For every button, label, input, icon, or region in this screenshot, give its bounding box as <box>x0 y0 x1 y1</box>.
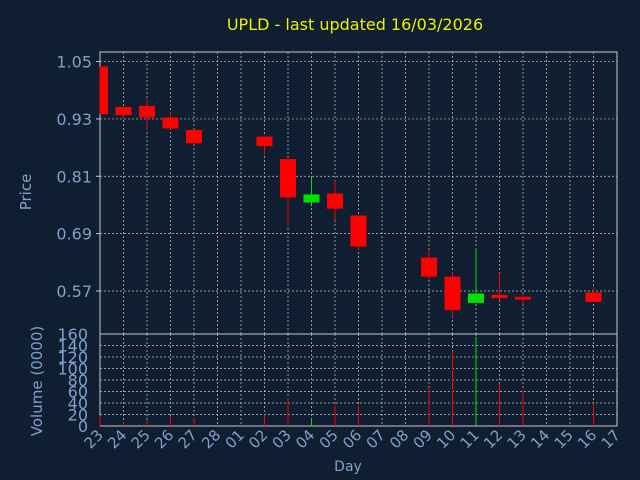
x-tick-label: 03 <box>269 426 295 452</box>
x-axis-label: Day <box>334 459 362 475</box>
candle-body <box>468 293 484 303</box>
volume-tick-label: 140 <box>57 337 88 356</box>
x-tick-label: 06 <box>339 426 365 452</box>
x-tick-label: 28 <box>198 426 224 452</box>
volume-tick-label: 40 <box>68 394 88 413</box>
price-tick-label: 0.81 <box>56 167 92 186</box>
x-tick-label: 26 <box>151 426 177 452</box>
x-tick-label: 10 <box>433 426 459 452</box>
price-tick-label: 0.57 <box>56 282 92 301</box>
x-tick-label: 11 <box>457 426 483 452</box>
x-tick-label: 14 <box>527 426 553 452</box>
candle-body <box>491 294 508 299</box>
volume-tick-label: 120 <box>57 348 88 367</box>
volume-tick-label: 80 <box>68 371 88 390</box>
x-tick-label: 16 <box>574 426 600 452</box>
volume-tick-label: 0 <box>78 417 88 436</box>
volume-tick-label: 20 <box>68 406 88 425</box>
x-tick-label: 25 <box>128 426 154 452</box>
x-tick-label: 12 <box>480 426 506 452</box>
volume-tick-label: 160 <box>57 325 88 344</box>
price-axis-label: Price <box>17 174 35 211</box>
x-tick-label: 24 <box>104 426 130 452</box>
x-tick-label: 17 <box>598 426 624 452</box>
x-tick-label: 13 <box>504 426 530 452</box>
chart-title: UPLD - last updated 16/03/2026 <box>227 15 483 34</box>
candle-body <box>585 292 602 302</box>
volume-tick-label: 60 <box>68 383 88 402</box>
x-tick-label: 04 <box>292 426 318 452</box>
x-tick-label: 02 <box>245 426 271 452</box>
volume-bars <box>99 336 594 426</box>
volume-tick-label: 100 <box>57 360 88 379</box>
candle-body <box>444 276 461 311</box>
candle-body <box>162 117 179 129</box>
x-tick-label: 15 <box>551 426 577 452</box>
candle-body <box>515 296 531 300</box>
candle-body <box>256 136 273 147</box>
candle-body <box>280 159 296 198</box>
candles <box>99 66 602 318</box>
x-tick-label: 07 <box>363 426 389 452</box>
x-tick-label: 27 <box>175 426 201 452</box>
x-tick-label: 08 <box>386 426 412 452</box>
x-tick-label: 05 <box>316 426 342 452</box>
candle-body <box>100 66 108 115</box>
price-tick-label: 1.05 <box>56 53 92 72</box>
price-tick-label: 0.93 <box>56 110 92 129</box>
candle-body <box>139 106 155 118</box>
candle-body <box>186 129 202 144</box>
volume-axis-label: Volume (0000) <box>28 326 46 436</box>
candle-body <box>350 215 367 247</box>
price-tick-label: 0.69 <box>56 225 92 244</box>
x-tick-label: 09 <box>410 426 436 452</box>
candle-body <box>327 193 343 209</box>
x-tick-label: 01 <box>222 426 248 452</box>
candle-body <box>303 194 320 203</box>
candle-body <box>421 257 437 277</box>
candle-body <box>115 106 132 116</box>
